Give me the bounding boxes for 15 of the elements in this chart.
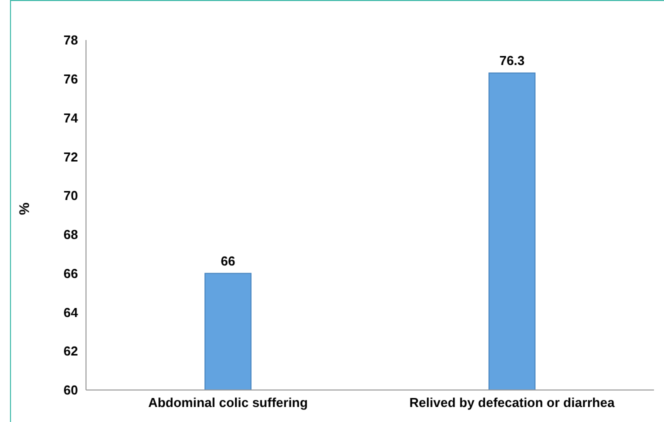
x-tick-label: Relived by defecation or diarrhea: [409, 395, 616, 410]
y-tick-label: 66: [64, 266, 78, 281]
y-tick-label: 60: [64, 382, 78, 398]
data-label: 76.3: [499, 53, 525, 68]
y-tick-label: 68: [64, 227, 78, 242]
y-tick-label: 64: [64, 304, 79, 320]
y-tick-label: 76: [64, 72, 78, 87]
x-tick-label: Abdominal colic suffering: [148, 395, 308, 410]
data-label: 66: [220, 253, 236, 268]
y-axis-title: %: [16, 202, 32, 215]
y-tick-label: 62: [64, 344, 78, 359]
y-tick-label: 70: [64, 188, 78, 204]
y-tick-label: 72: [64, 149, 78, 164]
y-tick-label: 78: [64, 32, 78, 48]
y-tick-label: 74: [64, 110, 79, 126]
